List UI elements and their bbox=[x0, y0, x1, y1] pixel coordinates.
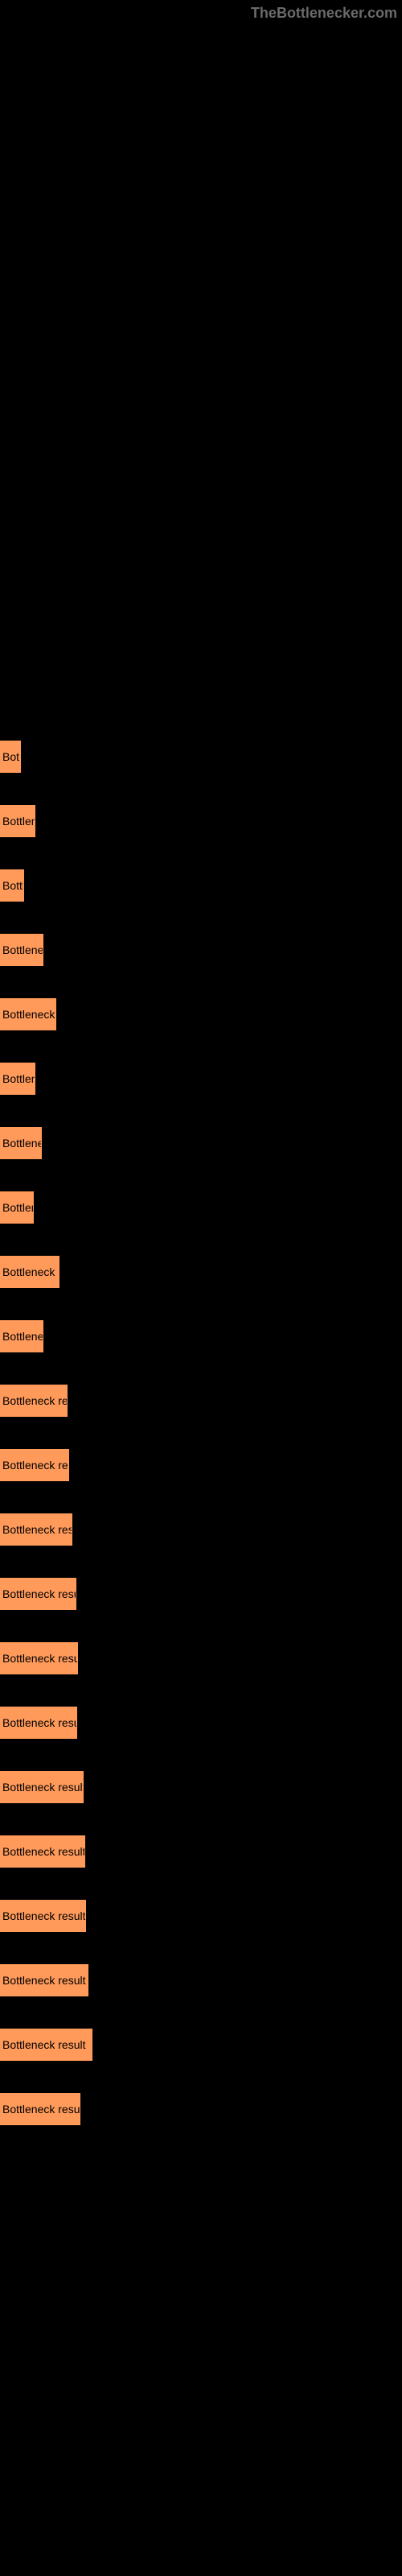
bar-label: Bottleneck bbox=[2, 1330, 43, 1343]
bar: Bottleneck result bbox=[0, 1900, 86, 1932]
bar: Bottleneck result bbox=[0, 1771, 84, 1803]
bar-row: Bottleneck result bbox=[0, 1771, 402, 1803]
bar-label: Bottleneck result bbox=[2, 1974, 86, 1987]
bar-chart: Bot Bottlene Bottl Bottleneck Bottleneck re B… bbox=[0, 0, 402, 2190]
bar-label: Bottleneck result bbox=[2, 1459, 69, 1472]
bar-row: Bottleneck re bbox=[0, 998, 402, 1030]
bar-row: Bot bbox=[0, 741, 402, 773]
bar-row: Bottlene bbox=[0, 805, 402, 837]
bar-label: Bottleneck result bbox=[2, 1523, 72, 1536]
bar: Bottleneck result bbox=[0, 1835, 85, 1868]
bar-label: Bottleneck result bbox=[2, 1587, 76, 1600]
bar-label: Bottleneck result bbox=[2, 1652, 78, 1665]
bar: Bottleneck result bbox=[0, 1642, 78, 1674]
bar-label: Bottlene bbox=[2, 1201, 34, 1214]
bar-row: Bottleneck result bbox=[0, 1964, 402, 1996]
bar-row: Bottleneck result bbox=[0, 1385, 402, 1417]
bar-label: Bottleneck result bbox=[2, 1716, 77, 1729]
bar-label: Bottleneck re bbox=[2, 1008, 56, 1021]
bar-label: Bottleneck result bbox=[2, 2038, 86, 2051]
bar-row: Bottleneck result bbox=[0, 1513, 402, 1546]
bar-label: Bottlene bbox=[2, 1072, 35, 1085]
bar-row: Bottlene bbox=[0, 1063, 402, 1095]
bar: Bottleneck result bbox=[0, 1964, 88, 1996]
bar: Bottleneck result bbox=[0, 1513, 72, 1546]
bar-row: Bottleneck result bbox=[0, 1449, 402, 1481]
bar-row: Bottleneck result bbox=[0, 1835, 402, 1868]
bar-row: Bottlene bbox=[0, 1191, 402, 1224]
bar: Bottleneck result bbox=[0, 1707, 77, 1739]
bar: Bottleneck res bbox=[0, 1256, 59, 1288]
bar: Bottlene bbox=[0, 805, 35, 837]
bar-row: Bottleneck bbox=[0, 1127, 402, 1159]
bar-row: Bottleneck bbox=[0, 1320, 402, 1352]
watermark-text: TheBottlenecker.com bbox=[251, 5, 397, 22]
bar: Bottleneck bbox=[0, 934, 43, 966]
bar-label: Bottleneck bbox=[2, 1137, 42, 1150]
bar-label: Bottleneck bbox=[2, 943, 43, 956]
bar-label: Bottleneck result bbox=[2, 1394, 68, 1407]
bar-label: Bottleneck res bbox=[2, 1265, 59, 1278]
bar-row: Bottleneck result bbox=[0, 1707, 402, 1739]
bar-row: Bottl bbox=[0, 869, 402, 902]
bar-row: Bottleneck result bbox=[0, 2029, 402, 2061]
bar: Bottleneck bbox=[0, 1320, 43, 1352]
bar-label: Bottleneck result bbox=[2, 1845, 85, 1858]
bar: Bottleneck bbox=[0, 1127, 42, 1159]
bar: Bottleneck result bbox=[0, 1449, 69, 1481]
bar-label: Bottlene bbox=[2, 815, 35, 828]
bar-label: Bottleneck result bbox=[2, 2103, 80, 2116]
bar: Bottlene bbox=[0, 1191, 34, 1224]
bar: Bottleneck re bbox=[0, 998, 56, 1030]
bar-row: Bottleneck result bbox=[0, 1578, 402, 1610]
bar-row: Bottleneck result bbox=[0, 1642, 402, 1674]
bar: Bottleneck result bbox=[0, 2029, 92, 2061]
bar-label: Bottleneck result bbox=[2, 1781, 84, 1794]
bar: Bottlene bbox=[0, 1063, 35, 1095]
bar-row: Bottleneck res bbox=[0, 1256, 402, 1288]
bar: Bottleneck result bbox=[0, 2093, 80, 2125]
bar: Bottl bbox=[0, 869, 24, 902]
bar-label: Bottl bbox=[2, 879, 24, 892]
bar-label: Bot bbox=[2, 750, 19, 763]
bar: Bottleneck result bbox=[0, 1385, 68, 1417]
bar: Bottleneck result bbox=[0, 1578, 76, 1610]
bar-row: Bottleneck result bbox=[0, 1900, 402, 1932]
bar-label: Bottleneck result bbox=[2, 1909, 86, 1922]
bar-row: Bottleneck bbox=[0, 934, 402, 966]
bar-row: Bottleneck result bbox=[0, 2093, 402, 2125]
bar: Bot bbox=[0, 741, 21, 773]
